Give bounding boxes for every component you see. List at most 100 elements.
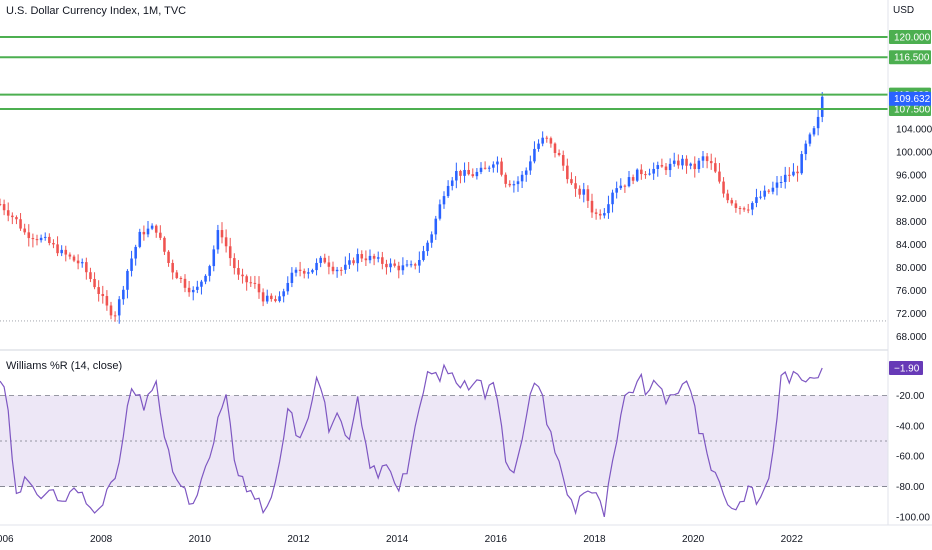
candle-up bbox=[672, 160, 676, 164]
candle-down bbox=[298, 269, 302, 271]
candle-down bbox=[270, 295, 273, 300]
candle-up bbox=[603, 213, 606, 216]
candle-up bbox=[319, 257, 322, 263]
candle-down bbox=[504, 174, 507, 184]
candle-up bbox=[533, 148, 536, 162]
candle-up bbox=[126, 270, 129, 290]
candle-down bbox=[23, 228, 26, 233]
candle-down bbox=[738, 207, 742, 209]
candle-up bbox=[376, 257, 380, 259]
price-tick-label: 96.000 bbox=[896, 171, 927, 182]
candle-up bbox=[368, 255, 372, 261]
candle-up bbox=[520, 174, 524, 182]
candle-up bbox=[278, 296, 281, 302]
candle-down bbox=[187, 287, 191, 293]
candle-up bbox=[315, 262, 318, 271]
candle-down bbox=[105, 296, 109, 306]
candle-up bbox=[191, 289, 195, 293]
candle-up bbox=[208, 266, 211, 276]
candle-down bbox=[508, 183, 512, 186]
candle-down bbox=[705, 156, 709, 162]
candle-up bbox=[43, 236, 47, 238]
candle-down bbox=[257, 283, 261, 293]
williams-r-tick-label: -80.00 bbox=[896, 482, 925, 493]
candle-down bbox=[15, 217, 18, 220]
candle-down bbox=[640, 169, 643, 175]
candle-up bbox=[800, 154, 803, 174]
candle-up bbox=[763, 190, 766, 197]
candle-down bbox=[557, 152, 561, 156]
candle-up bbox=[648, 173, 651, 175]
candle-up bbox=[479, 167, 483, 172]
candle-down bbox=[167, 251, 170, 263]
candle-down bbox=[261, 292, 265, 302]
candle-up bbox=[39, 237, 43, 241]
price-tick-label: 104.000 bbox=[896, 125, 932, 136]
candle-up bbox=[627, 177, 631, 187]
candle-up bbox=[681, 158, 684, 166]
time-tick-label: 2022 bbox=[781, 534, 804, 545]
candle-down bbox=[56, 244, 59, 254]
candle-up bbox=[311, 270, 314, 273]
candle-down bbox=[467, 169, 470, 175]
price-axis: 120.000116.500110.000107.500109.63268.00… bbox=[889, 30, 932, 343]
candle-up bbox=[804, 143, 808, 155]
candle-up bbox=[344, 264, 347, 270]
candle-down bbox=[0, 204, 2, 206]
candle-down bbox=[48, 236, 51, 244]
candle-down bbox=[578, 188, 581, 195]
candle-up bbox=[463, 169, 466, 176]
time-tick-label: 2020 bbox=[682, 534, 705, 545]
candle-down bbox=[623, 185, 627, 187]
candle-down bbox=[220, 230, 224, 238]
candle-down bbox=[598, 213, 602, 216]
price-tick-label: 68.000 bbox=[896, 332, 927, 343]
candle-up bbox=[150, 225, 154, 229]
candle-up bbox=[422, 251, 425, 260]
candle-down bbox=[245, 276, 248, 283]
candle-down bbox=[64, 249, 68, 255]
candle-down bbox=[734, 203, 738, 208]
candle-up bbox=[496, 161, 499, 165]
candle-down bbox=[253, 282, 257, 284]
candle-up bbox=[812, 128, 816, 135]
candle-down bbox=[85, 262, 88, 273]
candle-down bbox=[179, 277, 183, 279]
last-price-label: 109.632 bbox=[894, 94, 931, 105]
candle-down bbox=[767, 190, 771, 192]
candle-down bbox=[561, 155, 565, 166]
candle-up bbox=[529, 161, 532, 171]
candle-up bbox=[196, 286, 199, 290]
candle-down bbox=[97, 287, 100, 294]
candle-up bbox=[516, 181, 520, 185]
candle-down bbox=[471, 174, 475, 177]
candle-down bbox=[718, 171, 721, 182]
candle-down bbox=[27, 232, 31, 239]
time-tick-label: 2010 bbox=[189, 534, 212, 545]
indicator-title[interactable]: Williams %R (14, close) bbox=[6, 360, 123, 372]
candle-up bbox=[808, 134, 812, 144]
candle-down bbox=[224, 237, 228, 247]
candle-up bbox=[619, 185, 623, 189]
candle-down bbox=[631, 177, 635, 181]
candle-down bbox=[339, 269, 343, 271]
candle-up bbox=[751, 202, 754, 210]
candle-down bbox=[113, 315, 117, 317]
candle-up bbox=[779, 182, 783, 184]
candle-down bbox=[385, 263, 388, 268]
candle-up bbox=[816, 116, 820, 129]
candle-up bbox=[656, 165, 660, 169]
price-tick-label: 88.000 bbox=[896, 217, 927, 228]
candle-down bbox=[788, 174, 791, 176]
candle-up bbox=[635, 169, 639, 181]
candle-up bbox=[438, 204, 442, 219]
candle-up bbox=[541, 137, 544, 144]
candle-down bbox=[171, 262, 174, 273]
candle-down bbox=[566, 165, 569, 180]
time-tick-label: 2016 bbox=[485, 534, 508, 545]
candle-down bbox=[249, 282, 253, 284]
candle-down bbox=[35, 239, 39, 241]
price-pane bbox=[0, 36, 888, 324]
candle-up bbox=[475, 171, 479, 177]
